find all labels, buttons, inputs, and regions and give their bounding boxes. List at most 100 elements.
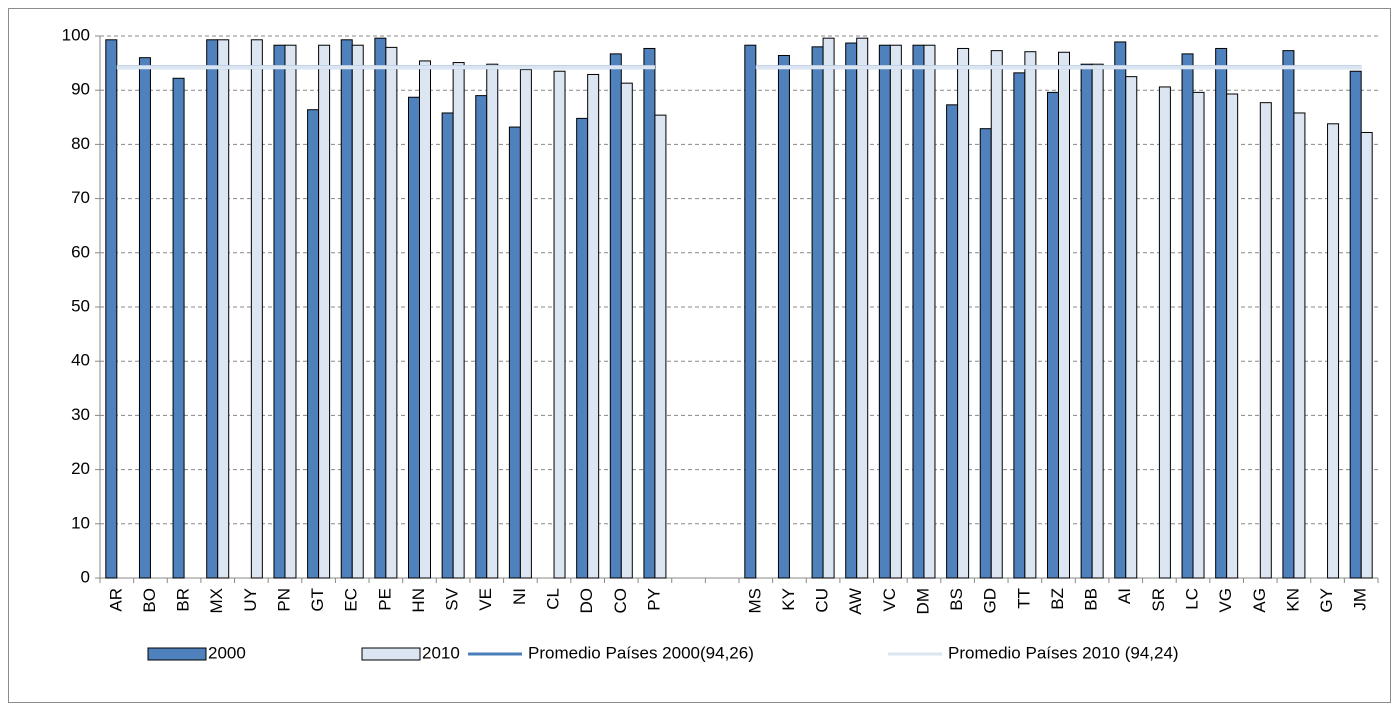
bar [1181,53,1194,579]
y-tick-label: 30 [71,405,90,424]
x-tick-label: GY [1317,588,1336,613]
bar [1327,123,1340,579]
bar [385,46,398,579]
bar [519,69,532,579]
bar [1091,63,1104,579]
legend-label: Promedio Países 2000(94,26) [528,643,754,662]
y-tick-label: 10 [71,513,90,532]
x-tick-label: BB [1082,588,1101,611]
bar [912,44,925,579]
bar [822,37,835,579]
bar [878,44,891,579]
bar [307,109,320,579]
bar [957,47,970,579]
x-tick-label: UY [241,588,260,612]
bar [486,63,499,579]
bar [217,39,230,579]
y-tick-label: 90 [71,80,90,99]
x-tick-label: MX [207,588,226,614]
bar [744,44,757,579]
bar [172,77,185,579]
bar [1259,102,1272,579]
x-tick-label: VC [880,588,899,612]
x-tick-label: JM [1351,588,1370,611]
bar [654,114,667,579]
x-tick-label: GD [981,588,1000,614]
x-tick-label: AR [106,588,125,612]
bar [475,95,488,579]
bar [587,73,600,579]
x-tick-label: CL [544,588,563,610]
x-tick-label: PY [644,588,663,611]
y-tick-label: 40 [71,351,90,370]
x-tick-label: BR [174,588,193,612]
x-tick-label: VG [1216,588,1235,613]
bar [990,50,1003,579]
bar [206,39,219,579]
x-tick-label: BZ [1048,588,1067,610]
bar [318,44,331,579]
x-tick-label: AI [1115,588,1134,604]
x-tick-label: TT [1014,588,1033,609]
bar [1047,91,1059,579]
x-tick-label: KN [1283,588,1302,612]
bar [1215,47,1228,579]
bar [408,96,420,579]
bar [946,104,959,579]
x-tick-label: SR [1149,588,1168,612]
bar [1058,51,1070,579]
x-tick-label: AG [1250,588,1269,613]
bar [419,60,431,579]
bar [1282,50,1295,579]
bar [1360,131,1373,579]
bar [273,44,286,579]
x-tick-label: DO [577,588,596,614]
bar [250,39,263,579]
bar [1013,72,1026,579]
x-tick-label: PE [375,588,394,611]
x-tick-label: BS [947,588,966,611]
x-tick-label: VE [476,588,495,611]
bar [643,47,656,579]
x-tick-label: CU [813,588,832,613]
legend-swatch [361,647,421,661]
bar [351,44,364,579]
legend-label: 2010 [422,643,460,662]
bar [620,82,633,579]
bar [576,117,589,579]
bar [1226,93,1239,579]
x-tick-label: LC [1183,588,1202,610]
bar [1024,51,1037,579]
bar [1158,86,1171,579]
bar [845,42,858,579]
x-tick-label: SV [443,587,462,610]
bar [508,126,521,579]
x-tick-label: GT [308,588,327,612]
bar [777,55,790,579]
bar [1293,112,1306,579]
x-tick-label: AW [846,588,865,615]
bar [553,70,566,579]
x-tick-label: EC [342,588,361,612]
legend-label: 2000 [208,643,246,662]
y-tick-label: 70 [71,188,90,207]
bar [284,44,297,579]
x-tick-label: PN [274,588,293,612]
x-tick-label: DM [913,588,932,614]
bar [979,128,992,579]
bar [1080,63,1093,579]
bar [138,57,151,579]
x-tick-label: CO [611,588,630,614]
bar [374,37,387,579]
y-tick-label: 20 [71,459,90,478]
bar [105,39,118,579]
x-tick-label: HN [409,588,428,613]
x-tick-label: NI [510,588,529,605]
y-tick-label: 80 [71,134,90,153]
bar [1192,91,1205,579]
x-tick-label: KY [779,588,798,611]
y-tick-label: 100 [62,25,90,44]
bar [441,112,454,579]
legend-label: Promedio Países 2010 (94,24) [948,643,1179,662]
